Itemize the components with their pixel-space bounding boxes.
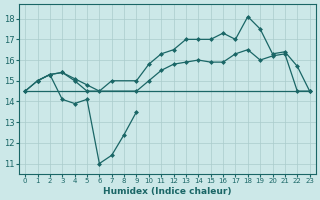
X-axis label: Humidex (Indice chaleur): Humidex (Indice chaleur) — [103, 187, 232, 196]
